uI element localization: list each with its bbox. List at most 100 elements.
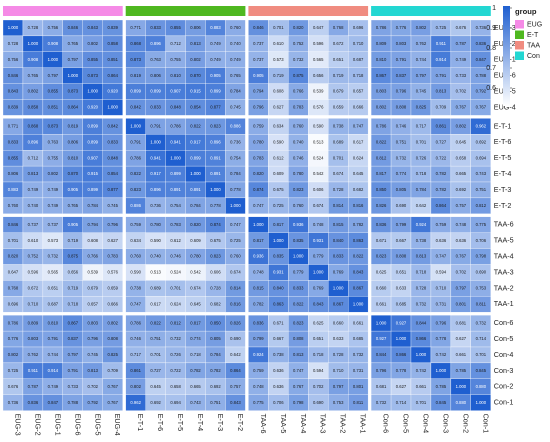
cell-value-label: 0.731 <box>353 368 364 373</box>
cell-value-label: 0.843 <box>353 270 364 275</box>
cell-value-label: 0.749 <box>48 187 59 192</box>
cell-value-label: 0.743 <box>190 400 201 405</box>
cell-value-label: 0.651 <box>313 336 324 341</box>
cell-value-label: 0.728 <box>333 352 344 357</box>
cell-value-label: 0.625 <box>313 320 324 325</box>
cell-value-label: 0.687 <box>48 301 59 306</box>
cell-value-label: 0.719 <box>68 238 79 243</box>
cell-value-label: 0.784 <box>210 352 221 357</box>
cell-value-label: 0.749 <box>48 384 59 389</box>
cell-value-label: 0.867 <box>376 73 387 78</box>
cell-value-label: 0.896 <box>150 41 161 46</box>
cell-value-label: 0.738 <box>333 123 344 128</box>
cell-value-label: 0.858 <box>107 41 118 46</box>
row-label: E-T-1 <box>494 121 512 130</box>
cell-value-label: 0.844 <box>376 352 387 357</box>
cell-value-label: 0.524 <box>170 270 181 275</box>
cell-value-label: 0.590 <box>150 238 161 243</box>
cell-value-label: 0.837 <box>396 73 407 78</box>
cell-value-label: 0.728 <box>28 25 39 30</box>
cell-value-label: 1.000 <box>48 57 59 62</box>
cell-value-label: 0.690 <box>396 203 407 208</box>
cell-value-label: 0.840 <box>333 238 344 243</box>
cell-value-label: 1.000 <box>253 222 264 227</box>
row-label: E-T-6 <box>494 137 512 146</box>
cell-value-label: 0.747 <box>293 368 304 373</box>
cell-value-label: 0.863 <box>273 301 284 306</box>
cell-value-label: 0.733 <box>456 73 467 78</box>
cell-value-label: 0.899 <box>88 187 99 192</box>
column-label: TAA-4 <box>299 414 308 434</box>
cell-value-label: 0.751 <box>476 187 487 192</box>
cell-value-label: 0.759 <box>436 222 447 227</box>
cell-value-label: 0.752 <box>293 41 304 46</box>
column-label: Con-1 <box>481 414 490 434</box>
cell-value-label: 0.760 <box>8 203 19 208</box>
cell-value-label: 0.743 <box>476 171 487 176</box>
cell-value-label: 0.826 <box>376 203 387 208</box>
cell-value-label: 0.732 <box>170 336 181 341</box>
column-label: E-T-3 <box>216 414 225 432</box>
cell-value-label: 0.671 <box>273 320 284 325</box>
cell-value-label: 0.702 <box>456 270 467 275</box>
cell-value-label: 0.692 <box>150 400 161 405</box>
cell-value-label: 0.749 <box>456 57 467 62</box>
cell-value-label: 0.725 <box>230 238 241 243</box>
cell-value-label: 0.661 <box>416 384 427 389</box>
cell-value-label: 0.754 <box>230 155 241 160</box>
group-annotation-bars <box>3 6 491 16</box>
cell-value-label: 0.675 <box>210 238 221 243</box>
cell-value-label: 0.722 <box>436 155 447 160</box>
cell-value-label: 0.636 <box>456 238 467 243</box>
cell-value-label: 0.850 <box>376 187 387 192</box>
cell-value-label: 0.802 <box>88 41 99 46</box>
cell-value-label: 0.801 <box>353 384 364 389</box>
heatmap-cell <box>225 99 246 116</box>
cell-value-label: 0.836 <box>28 400 39 405</box>
cell-value-label: 0.594 <box>313 368 324 373</box>
column-label: E-T-1 <box>136 414 145 432</box>
cell-value-label: 0.749 <box>28 187 39 192</box>
cell-value-label: 0.803 <box>396 41 407 46</box>
cell-value-label: 0.802 <box>107 320 118 325</box>
cell-value-label: 0.738 <box>130 285 141 290</box>
cell-value-label: 0.808 <box>396 105 407 110</box>
cell-value-label: 0.701 <box>333 155 344 160</box>
cell-value-label: 0.791 <box>48 336 59 341</box>
cell-value-label: 0.823 <box>130 187 141 192</box>
cell-value-label: 0.817 <box>190 320 201 325</box>
cell-value-label: 0.747 <box>130 301 141 306</box>
cell-value-label: 0.719 <box>273 73 284 78</box>
cell-value-label: 0.542 <box>190 270 201 275</box>
cell-value-label: 0.765 <box>28 73 39 78</box>
cell-value-label: 0.846 <box>8 222 19 227</box>
cell-value-label: 0.692 <box>476 139 487 144</box>
heatmap-cell <box>347 197 369 214</box>
cell-value-label: 0.672 <box>28 285 39 290</box>
cell-value-label: 0.917 <box>190 139 201 144</box>
cell-value-label: 0.757 <box>456 203 467 208</box>
colorbar: 1 0.9 0.8 0.7 0.6 <box>486 5 512 106</box>
cell-value-label: 0.751 <box>150 336 161 341</box>
cell-value-label: 0.596 <box>28 270 39 275</box>
row-label: Con-4 <box>494 350 514 359</box>
cell-value-label: 0.610 <box>273 41 284 46</box>
cell-value-label: 0.798 <box>476 254 487 259</box>
cell-value-label: 0.835 <box>273 254 284 259</box>
cell-value-label: 0.822 <box>150 320 161 325</box>
group-bar-con <box>371 6 491 16</box>
cell-value-label: 0.802 <box>416 25 427 30</box>
cell-value-label: 0.725 <box>273 203 284 208</box>
cell-value-label: 0.765 <box>230 73 241 78</box>
cell-value-label: 0.539 <box>313 89 324 94</box>
cell-value-label: 0.590 <box>273 139 284 144</box>
cell-value-label: 0.855 <box>8 155 19 160</box>
cell-value-label: 0.877 <box>210 105 221 110</box>
cell-value-label: 0.712 <box>170 41 181 46</box>
cell-value-label: 0.746 <box>130 336 141 341</box>
cell-value-label: 0.674 <box>313 203 324 208</box>
cell-value-label: 1.000 <box>230 203 241 208</box>
cell-value-label: 0.861 <box>130 368 141 373</box>
cell-value-label: 0.855 <box>88 57 99 62</box>
cell-value-label: 0.748 <box>456 222 467 227</box>
